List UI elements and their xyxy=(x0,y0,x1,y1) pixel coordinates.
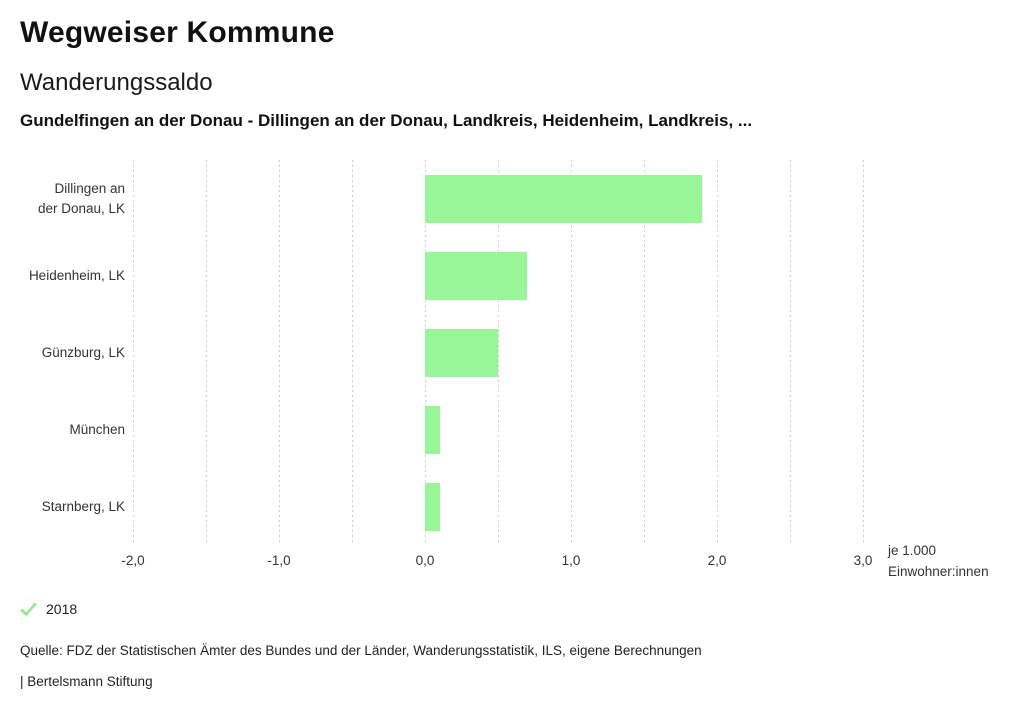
bar[interactable] xyxy=(425,482,440,531)
gridline xyxy=(498,160,499,545)
check-icon xyxy=(20,602,37,616)
source-text: Quelle: FDZ der Statistischen Ämter des … xyxy=(20,643,702,658)
gridline xyxy=(352,160,353,545)
x-tick-label: 1,0 xyxy=(561,553,581,568)
gridline xyxy=(790,160,791,545)
category-label: Starnberg, LK xyxy=(41,498,125,514)
x-tick-label: 0,0 xyxy=(415,553,435,568)
category-label: Dillingen an der Donau, LK xyxy=(37,180,125,216)
gridline xyxy=(644,160,645,545)
report-header: Wegweiser Kommune Wanderungssaldo Gundel… xyxy=(20,14,1004,132)
x-tick-label: -2,0 xyxy=(121,553,145,568)
axis-unit-line2: Einwohner:innen xyxy=(888,564,989,579)
bar[interactable] xyxy=(425,405,440,454)
bar[interactable] xyxy=(425,174,703,223)
bar[interactable] xyxy=(425,251,528,300)
axis-unit-label: je 1.000 Einwohner:innen xyxy=(888,540,989,582)
gridline xyxy=(133,160,134,545)
branding-text: | Bertelsmann Stiftung xyxy=(20,674,153,689)
gridline xyxy=(206,160,207,545)
gridline xyxy=(571,160,572,545)
x-tick-label: -1,0 xyxy=(267,553,291,568)
category-label: Heidenheim, LK xyxy=(28,267,125,283)
page-title: Wegweiser Kommune xyxy=(20,16,335,49)
gridline xyxy=(863,160,864,545)
chart-title: Wanderungssaldo xyxy=(20,69,213,96)
x-tick-label: 3,0 xyxy=(853,553,873,568)
gridline xyxy=(279,160,280,545)
legend-label: 2018 xyxy=(46,601,78,617)
axis-unit-line1: je 1.000 xyxy=(888,543,937,558)
bar[interactable] xyxy=(425,328,498,377)
category-label: Günzburg, LK xyxy=(41,344,125,360)
x-tick-label: 2,0 xyxy=(707,553,727,568)
category-label: München xyxy=(69,421,125,437)
chart-description: Gundelfingen an der Donau - Dillingen an… xyxy=(20,111,753,130)
legend-item-2018[interactable]: 2018 xyxy=(20,601,77,617)
gridline xyxy=(717,160,718,545)
